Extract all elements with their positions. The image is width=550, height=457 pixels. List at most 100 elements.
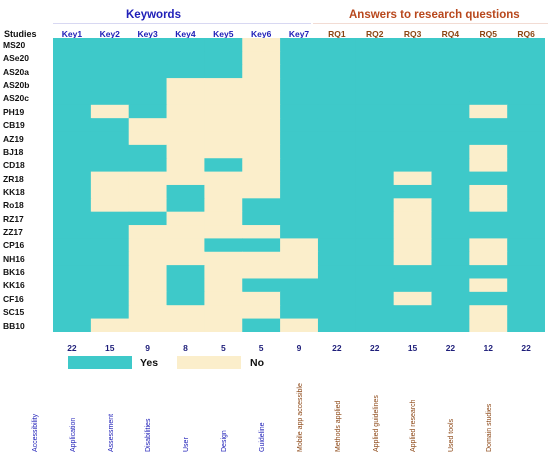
cell-cp16-rq6 bbox=[507, 238, 545, 253]
cell-kk18-key2 bbox=[90, 184, 130, 199]
cell-sc15-key4 bbox=[166, 305, 205, 320]
cell-ms20-key4 bbox=[166, 38, 205, 52]
column-description-rq1: Mobile app accessible bbox=[296, 383, 304, 452]
cell-cd18-key6 bbox=[242, 158, 281, 173]
cell-sc15-key1 bbox=[53, 305, 92, 320]
count-key3: 9 bbox=[145, 343, 150, 353]
cell-ro18-rq6 bbox=[507, 198, 545, 213]
cell-az19-key1 bbox=[53, 131, 92, 146]
cell-cp16-rq5 bbox=[469, 238, 508, 253]
cell-ph19-key4 bbox=[166, 104, 205, 119]
cell-rz17-key4 bbox=[166, 211, 205, 226]
cell-kk18-key6 bbox=[242, 184, 281, 199]
cell-kk16-key4 bbox=[166, 278, 205, 293]
legend-no-label: No bbox=[250, 357, 264, 369]
cell-cb19-rq3 bbox=[393, 118, 433, 133]
cell-bj18-key2 bbox=[90, 144, 130, 159]
cell-sc15-rq3 bbox=[393, 305, 433, 320]
cell-cp16-key2 bbox=[90, 238, 130, 253]
count-rq3: 15 bbox=[407, 343, 418, 353]
cell-zr18-key3 bbox=[128, 171, 168, 186]
cell-zr18-rq4 bbox=[431, 171, 470, 186]
cell-cf16-rq2 bbox=[355, 291, 395, 306]
row-label-bb10: BB10 bbox=[3, 320, 25, 331]
cell-zz17-rq3 bbox=[393, 225, 433, 239]
answers-group-divider bbox=[313, 23, 548, 24]
cell-cd18-rq3 bbox=[393, 158, 433, 173]
cell-kk16-rq2 bbox=[355, 278, 395, 293]
answers-group-title: Answers to research questions bbox=[349, 9, 520, 21]
cell-ase20-key3 bbox=[128, 51, 168, 66]
cell-az19-rq1 bbox=[317, 131, 357, 146]
cell-bk16-rq4 bbox=[431, 265, 470, 280]
cell-cd18-rq2 bbox=[355, 158, 395, 173]
cell-cf16-rq6 bbox=[507, 291, 545, 306]
cell-ph19-key2 bbox=[90, 104, 130, 119]
cell-nh16-key7 bbox=[280, 251, 319, 266]
cell-rz17-rq6 bbox=[507, 211, 545, 226]
cell-as20a-key3 bbox=[128, 64, 168, 79]
cell-as20b-key2 bbox=[90, 78, 130, 93]
cell-sc15-key6 bbox=[242, 305, 281, 320]
row-label-bk16: BK16 bbox=[3, 267, 25, 278]
cell-cb19-key1 bbox=[53, 118, 92, 133]
row-label-as20b: AS20b bbox=[3, 80, 30, 91]
cell-az19-key2 bbox=[90, 131, 130, 146]
cell-cf16-key4 bbox=[166, 291, 205, 306]
row-label-zr18: ZR18 bbox=[3, 173, 24, 184]
column-description-rq2: Methods applied bbox=[334, 400, 342, 452]
cell-cf16-rq1 bbox=[317, 291, 357, 306]
row-label-cf16: CF16 bbox=[3, 293, 24, 304]
row-label-zz17: ZZ17 bbox=[3, 227, 23, 238]
cell-bb10-rq5 bbox=[469, 318, 508, 332]
cell-as20c-key5 bbox=[204, 91, 243, 106]
cell-zz17-key6 bbox=[242, 225, 281, 239]
cell-ph19-key5 bbox=[204, 104, 243, 119]
cell-cf16-rq5 bbox=[469, 291, 508, 306]
cell-zr18-key5 bbox=[204, 171, 243, 186]
cell-bk16-rq5 bbox=[469, 265, 508, 280]
cell-as20c-key7 bbox=[280, 91, 319, 106]
count-rq2: 22 bbox=[369, 343, 380, 353]
studies-header: Studies bbox=[4, 29, 37, 39]
column-header-key4: Key4 bbox=[175, 29, 196, 39]
cell-ms20-rq3 bbox=[393, 38, 433, 52]
cell-zr18-rq2 bbox=[355, 171, 395, 186]
cell-kk16-key3 bbox=[128, 278, 168, 293]
cell-bj18-rq6 bbox=[507, 144, 545, 159]
cell-as20c-rq3 bbox=[393, 91, 433, 106]
cell-as20b-key7 bbox=[280, 78, 319, 93]
cell-ro18-key7 bbox=[280, 198, 319, 213]
cell-bb10-rq3 bbox=[393, 318, 433, 332]
row-label-az19: AZ19 bbox=[3, 133, 24, 144]
cell-cf16-key2 bbox=[90, 291, 130, 306]
count-key4: 8 bbox=[183, 343, 188, 353]
cell-cd18-rq1 bbox=[317, 158, 357, 173]
cell-cd18-key5 bbox=[204, 158, 243, 173]
cell-sc15-key2 bbox=[90, 305, 130, 320]
cell-az19-key6 bbox=[242, 131, 281, 146]
cell-as20c-key1 bbox=[53, 91, 92, 106]
cell-ase20-key7 bbox=[280, 51, 319, 66]
cell-cp16-key6 bbox=[242, 238, 281, 253]
column-description-rq4: Applied research bbox=[410, 399, 418, 452]
cell-as20c-rq4 bbox=[431, 91, 470, 106]
cell-cb19-key7 bbox=[280, 118, 319, 133]
cell-az19-rq6 bbox=[507, 131, 545, 146]
column-description-key3: Assessment bbox=[107, 413, 115, 452]
cell-as20b-key1 bbox=[53, 78, 92, 93]
cell-cd18-rq5 bbox=[469, 158, 508, 173]
cell-az19-key5 bbox=[204, 131, 243, 146]
cell-rz17-key1 bbox=[53, 211, 92, 226]
column-header-key7: Key7 bbox=[288, 29, 310, 39]
cell-bb10-key2 bbox=[90, 318, 130, 332]
cell-ph19-rq2 bbox=[355, 104, 395, 119]
cell-bj18-rq5 bbox=[469, 144, 508, 159]
cell-bk16-key3 bbox=[128, 265, 168, 280]
cell-cp16-key3 bbox=[128, 238, 168, 253]
cell-ase20-rq5 bbox=[469, 51, 508, 66]
cell-zz17-key5 bbox=[204, 225, 243, 239]
cell-az19-rq2 bbox=[355, 131, 395, 146]
column-description-key4: Disabilities bbox=[145, 418, 153, 452]
cell-cb19-rq5 bbox=[469, 118, 508, 133]
